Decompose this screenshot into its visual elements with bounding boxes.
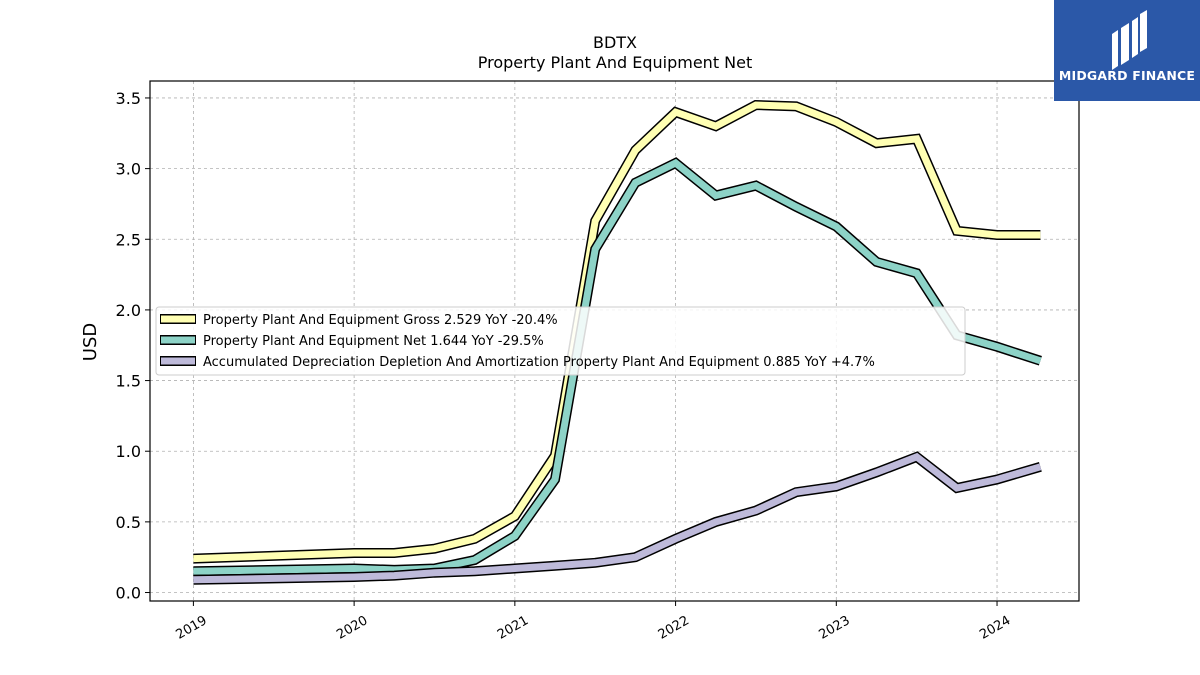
series-line-1 [193, 101, 1041, 563]
series-line-3 [193, 452, 1042, 584]
y-tick-label: 0.0 [116, 584, 141, 603]
legend-entry: Accumulated Depreciation Depletion And A… [203, 355, 875, 370]
legend-box [155, 306, 966, 376]
chart-title: BDTX [593, 33, 637, 52]
y-axis-label: USD [80, 323, 101, 361]
legend: Property Plant And Equipment Gross 2.529… [155, 306, 966, 376]
x-tick-label: 2019 [174, 613, 210, 643]
y-tick-label: 1.5 [116, 372, 141, 391]
legend-entry: Property Plant And Equipment Gross 2.529… [203, 313, 558, 328]
x-tick-label: 2023 [816, 613, 852, 643]
plot-frame [149, 80, 1080, 602]
brand-mark-icon [1112, 10, 1147, 70]
x-tick-label: 2022 [656, 613, 692, 643]
series-group [193, 99, 1042, 585]
brand-name: MIDGARD FINANCE [1058, 68, 1196, 83]
x-tick-label: 2021 [495, 613, 531, 643]
x-tick-label: 2020 [334, 613, 370, 643]
brand-logo: MIDGARD FINANCE [1054, 0, 1200, 101]
y-tick-label: 3.5 [116, 89, 141, 108]
y-tick-label: 2.0 [116, 301, 141, 320]
y-tick-label: 2.5 [116, 230, 141, 249]
y-tick-label: 3.0 [116, 160, 141, 179]
y-tick-label: 0.5 [116, 513, 141, 532]
chart-subtitle: Property Plant And Equipment Net [478, 53, 753, 72]
x-tick-label: 2024 [977, 613, 1013, 643]
legend-entry: Property Plant And Equipment Net 1.644 Y… [203, 334, 544, 349]
y-tick-label: 1.0 [116, 442, 141, 461]
